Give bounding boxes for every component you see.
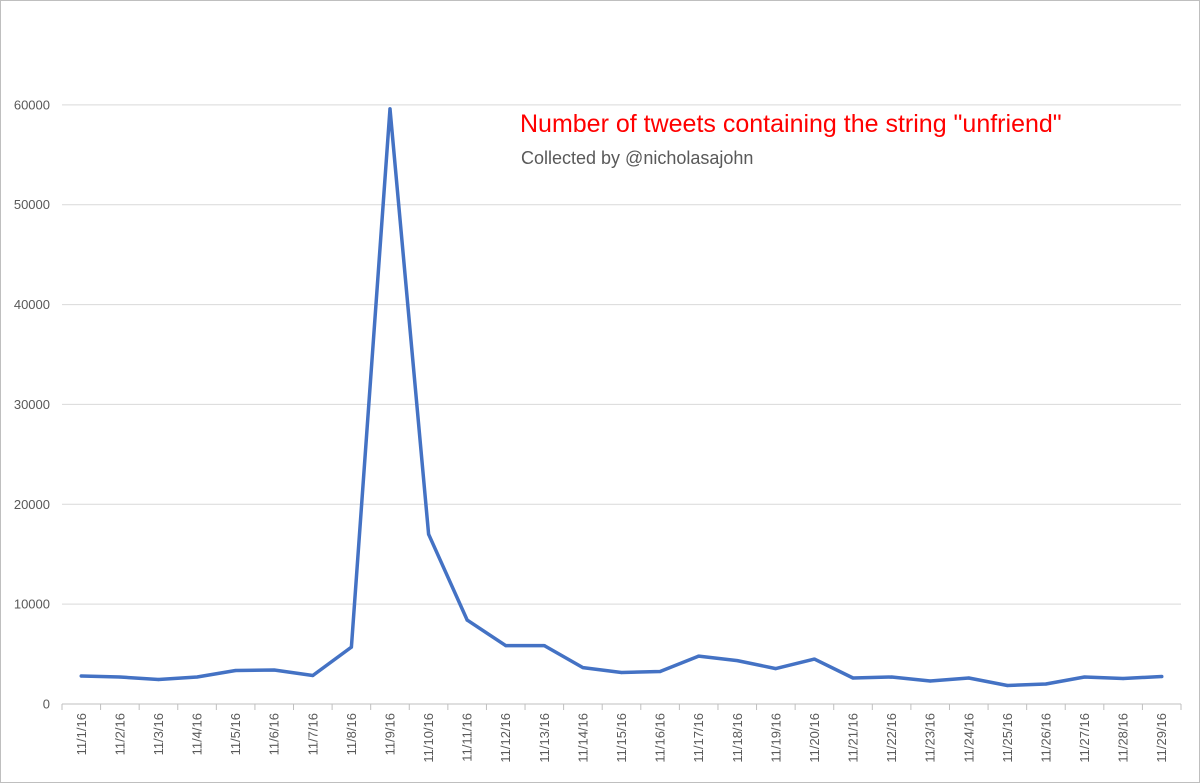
x-tick-label: 11/7/16 [305,713,320,755]
x-tick-label: 11/10/16 [421,713,436,763]
series-layer [79,107,1164,688]
x-tick-label: 11/19/16 [768,713,783,763]
y-axis-tick-labels: 0 10000 20000 30000 40000 50000 60000 [14,97,50,711]
x-tick-label: 11/22/16 [884,713,899,763]
data-point [426,532,431,536]
y-tick-label: 60000 [14,97,50,112]
data-point [1121,676,1125,681]
y-tick-label: 40000 [14,297,50,312]
data-point [234,668,238,673]
gridlines [62,104,1181,605]
data-point [1160,674,1164,679]
x-tick-label: 11/24/16 [961,713,976,763]
x-tick-label: 11/23/16 [923,713,938,763]
data-point [658,669,662,674]
x-tick-label: 11/2/16 [112,713,127,755]
data-point [311,673,315,678]
data-point [619,670,624,675]
data-point [928,679,932,683]
y-tick-label: 20000 [14,497,50,512]
x-tick-label: 11/11/16 [460,713,475,762]
data-point [967,676,971,680]
data-point [581,665,585,670]
data-point [1005,683,1009,688]
x-tick-label: 11/4/16 [190,713,205,755]
x-tick-label: 11/20/16 [807,713,822,763]
x-tick-label: 11/21/16 [846,713,861,763]
x-tick-label: 11/17/16 [691,713,706,763]
data-point [504,643,508,648]
data-point [156,677,161,682]
x-tick-label: 11/16/16 [653,713,668,763]
data-point [1044,682,1048,686]
x-tick-label: 11/18/16 [730,713,745,763]
x-tick-label: 11/15/16 [614,713,629,763]
data-point [812,657,817,661]
data-point [697,654,701,658]
x-tick-label: 11/8/16 [344,713,359,755]
data-point [349,645,353,649]
data-point [118,675,122,679]
x-tick-label: 11/28/16 [1116,713,1131,763]
x-tick-label: 11/13/16 [537,713,552,763]
chart-subtitle: Collected by @nicholasajohn [521,148,753,168]
data-point [774,666,778,671]
x-tick-label: 11/6/16 [267,713,282,755]
x-tick-label: 11/25/16 [1000,713,1015,763]
x-tick-label: 11/14/16 [575,713,590,763]
x-tick-label: 11/27/16 [1077,713,1092,763]
x-axis-tick-labels: 11/1/16 11/2/16 11/3/16 11/4/16 11/5/16 11/6/… [74,713,1169,763]
x-tick-label: 11/12/16 [498,713,513,763]
x-tick-label: 11/1/16 [74,713,89,755]
data-point [890,675,894,679]
data-point [272,668,276,672]
chart-title: Number of tweets containing the string "… [520,110,1062,138]
data-point [388,107,392,111]
data-point [465,618,469,622]
data-point [851,676,855,680]
x-tick-label: 11/26/16 [1038,713,1053,763]
y-tick-label: 0 [43,697,50,712]
x-tick-label: 11/29/16 [1154,713,1169,763]
y-tick-label: 50000 [14,197,50,212]
x-tick-label: 11/9/16 [382,713,397,755]
data-point [195,675,199,679]
data-point [542,643,546,648]
x-tick-label: 11/5/16 [228,713,243,755]
x-tick-label: 11/3/16 [151,713,166,755]
data-point [79,674,83,678]
data-point [735,658,739,663]
y-tick-label: 30000 [14,397,50,412]
series-line [79,107,1164,688]
y-tick-label: 10000 [14,597,50,612]
axes [61,703,1182,710]
data-point [1082,675,1087,679]
